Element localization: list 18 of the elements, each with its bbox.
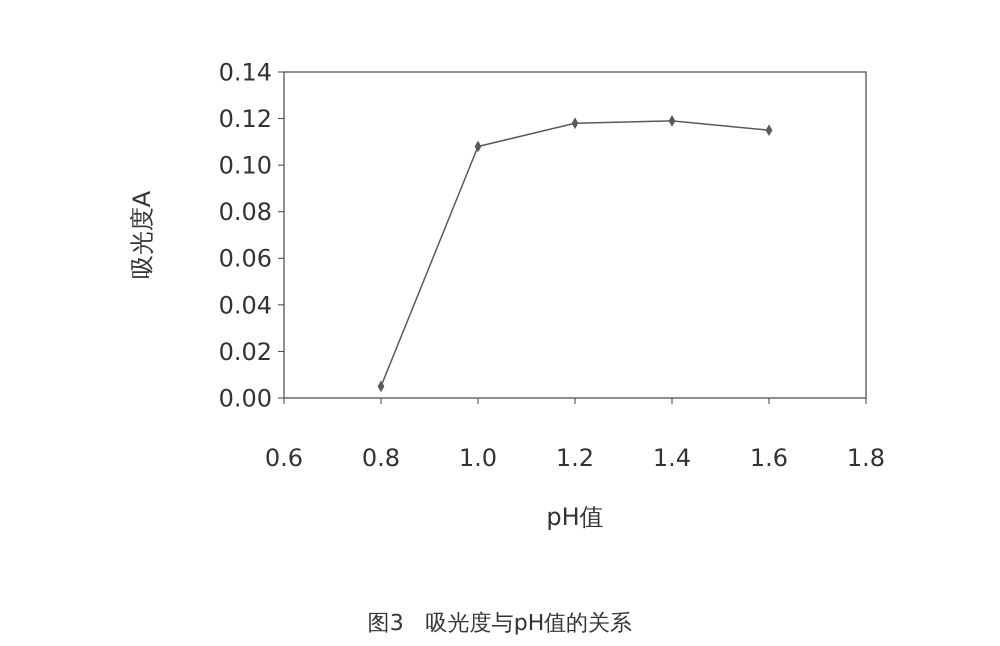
x-tick-label: 1.0 <box>458 444 498 472</box>
y-tick-label: 0.10 <box>218 152 272 180</box>
y-axis-title: 吸光度A <box>128 190 156 280</box>
x-axis-title: pH值 <box>546 503 604 531</box>
y-tick-label: 0.06 <box>218 244 272 273</box>
y-tick-label: 0.08 <box>218 198 272 226</box>
x-tick-label: 1.2 <box>556 444 594 472</box>
x-tick-label: 1.8 <box>846 444 886 472</box>
x-tick-label: 0.6 <box>264 444 304 472</box>
y-tick-label: 0.00 <box>218 384 272 412</box>
x-tick-label: 1.6 <box>750 444 788 472</box>
y-tick-label: 0.14 <box>218 58 272 86</box>
x-tick-label: 1.4 <box>652 444 692 472</box>
y-tick-label: 0.04 <box>218 291 272 320</box>
y-tick-label: 0.12 <box>218 104 272 133</box>
text: 图3 吸光度与pH值的关系 <box>368 611 632 636</box>
y-tick-label: 0.02 <box>218 338 272 366</box>
x-tick-label: 0.8 <box>362 444 400 472</box>
